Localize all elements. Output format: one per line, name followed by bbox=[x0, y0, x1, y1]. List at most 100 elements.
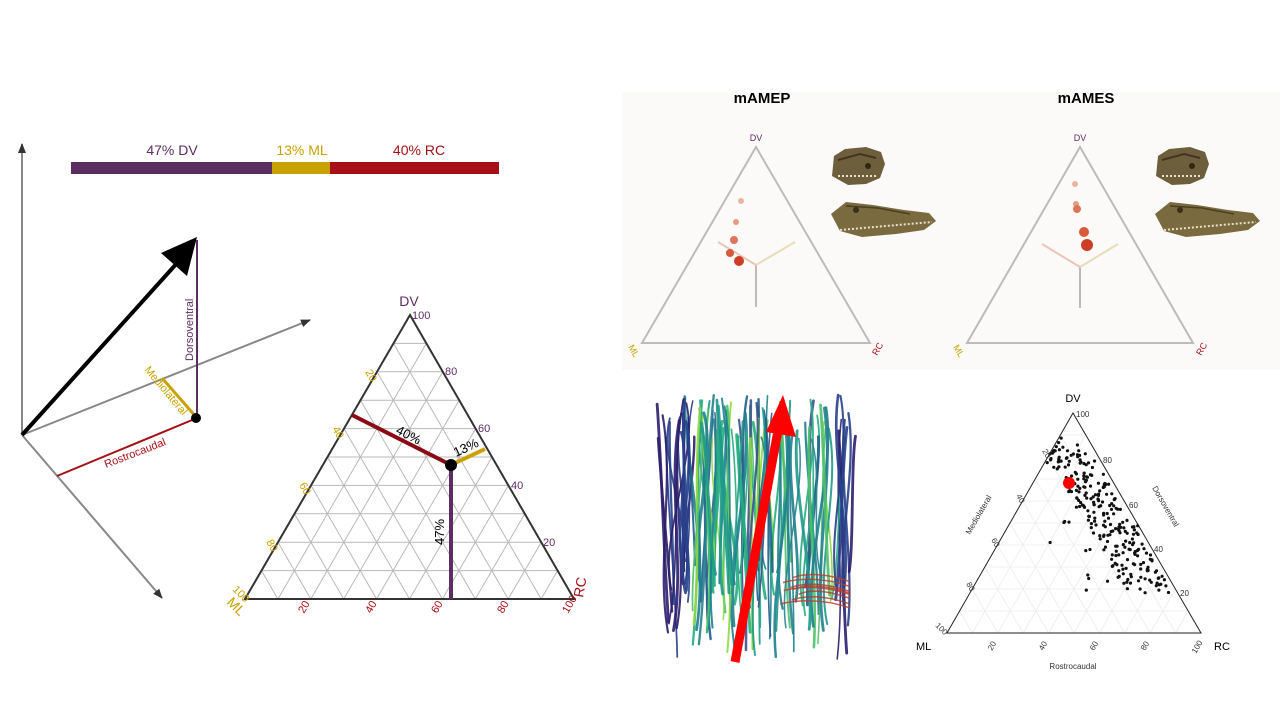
grid-line bbox=[261, 570, 279, 600]
scatter-point bbox=[1101, 472, 1105, 476]
scatter-point bbox=[1108, 522, 1113, 527]
scatter-point bbox=[1063, 465, 1067, 469]
ames-point bbox=[1079, 227, 1089, 237]
fiber-streamline bbox=[699, 421, 717, 576]
ames-point bbox=[1081, 239, 1093, 251]
scatter-point bbox=[1109, 529, 1113, 534]
fiber-streamline-red bbox=[791, 595, 851, 605]
grid-line bbox=[972, 434, 1087, 634]
rostrocaudal-component bbox=[56, 417, 198, 477]
scatter-point bbox=[1057, 448, 1061, 452]
scatter-point bbox=[1106, 516, 1111, 520]
grid-line bbox=[376, 371, 509, 600]
skull-icon bbox=[832, 147, 885, 185]
rc-tick: 80 bbox=[495, 599, 512, 616]
fiber-streamline bbox=[709, 418, 717, 629]
scatter-point bbox=[1078, 504, 1082, 509]
grid-line bbox=[393, 343, 542, 600]
fiber-streamline bbox=[711, 436, 725, 621]
scatter-point bbox=[1079, 500, 1083, 505]
fiber-streamline bbox=[819, 403, 832, 597]
scatter-point bbox=[1098, 489, 1102, 493]
scatter-point bbox=[1117, 553, 1121, 557]
scatter-point bbox=[1083, 493, 1087, 497]
principal-direction-arrowhead bbox=[766, 395, 796, 437]
scatter-point bbox=[1102, 513, 1106, 517]
scatter-point bbox=[1128, 581, 1133, 585]
grid-line bbox=[474, 513, 526, 600]
scatter-right-tick: 20 bbox=[1180, 589, 1189, 598]
scatter-point bbox=[1077, 498, 1081, 502]
scatter-point bbox=[1067, 459, 1071, 463]
fiber-streamline bbox=[833, 394, 845, 593]
scatter-point bbox=[1126, 577, 1130, 582]
scatter-point bbox=[1078, 461, 1082, 465]
grid-line bbox=[540, 570, 559, 600]
scatter-point bbox=[1112, 498, 1116, 502]
grid-line bbox=[343, 399, 460, 600]
scatter-point bbox=[1119, 525, 1123, 530]
scatter-point bbox=[1091, 531, 1096, 535]
fiber-streamline bbox=[837, 429, 849, 655]
scatter-point bbox=[1124, 566, 1128, 571]
scatter-point bbox=[1088, 484, 1093, 488]
scatter-apex-dv: DV bbox=[1065, 393, 1081, 405]
scatter-point bbox=[1101, 485, 1105, 490]
scatter-point bbox=[1082, 474, 1086, 478]
scatter-apex-ml: ML bbox=[916, 641, 931, 653]
scatter-grid bbox=[959, 434, 1189, 634]
scatter-bottom-tick: 60 bbox=[1088, 639, 1101, 652]
scatter-point bbox=[1089, 497, 1093, 501]
scatter-point bbox=[1098, 534, 1102, 538]
fiber-streamline bbox=[788, 426, 795, 653]
fiber-streamline bbox=[668, 398, 685, 625]
amep-point bbox=[738, 198, 744, 204]
scatter-point bbox=[1059, 436, 1063, 440]
ames-point bbox=[1072, 181, 1078, 187]
amep-branch-l bbox=[717, 241, 757, 266]
ames-apex-dv: DV bbox=[1074, 133, 1087, 143]
scatter-point bbox=[1075, 443, 1079, 447]
scatter-point bbox=[1131, 532, 1136, 536]
scatter-point bbox=[1114, 549, 1118, 553]
crocodile-skull-icon bbox=[1155, 202, 1260, 237]
scatter-point bbox=[1122, 581, 1126, 585]
scatter-point bbox=[1052, 465, 1056, 469]
ames-branch-l bbox=[1041, 243, 1081, 268]
scatter-point bbox=[1045, 461, 1049, 465]
dv-tick: 60 bbox=[478, 423, 490, 435]
scatter-point bbox=[1154, 584, 1158, 588]
grid-line bbox=[310, 371, 444, 600]
fiber-streamline bbox=[841, 412, 852, 612]
ternary-main-outline bbox=[243, 313, 576, 600]
scatter-point bbox=[1061, 445, 1065, 449]
scatter-point bbox=[1098, 537, 1102, 541]
scatter-point bbox=[1121, 567, 1125, 571]
scatter-point bbox=[1084, 478, 1088, 482]
scatter-point bbox=[1076, 484, 1080, 488]
amep-point bbox=[726, 249, 734, 257]
scatter-point bbox=[1139, 567, 1143, 571]
scatter-point bbox=[1164, 584, 1168, 588]
scatter-point bbox=[1089, 522, 1093, 526]
scatter-point bbox=[1058, 459, 1062, 463]
scatter-point bbox=[1092, 510, 1096, 514]
scatter-point bbox=[1127, 547, 1131, 551]
scatter-point bbox=[1070, 474, 1074, 478]
fiber-streamline bbox=[810, 438, 823, 579]
scatter-point bbox=[1139, 562, 1143, 567]
scatter-point bbox=[1093, 519, 1097, 523]
grid-line bbox=[1022, 478, 1112, 634]
scatter-point bbox=[1084, 491, 1088, 495]
grid-line bbox=[327, 456, 410, 600]
fiber-streamline bbox=[736, 435, 749, 579]
axis-down-line bbox=[21, 434, 163, 599]
scatter-point bbox=[1057, 455, 1061, 459]
amep-outline bbox=[640, 145, 872, 344]
rc-tick: 60 bbox=[429, 599, 446, 616]
scatter-point bbox=[1094, 523, 1098, 527]
dv-tick: 40 bbox=[511, 480, 523, 492]
scatter-point bbox=[1102, 548, 1106, 552]
scatter-bottom-axis-label: Rostrocaudal bbox=[1049, 662, 1096, 671]
scatter-point bbox=[1077, 449, 1081, 453]
